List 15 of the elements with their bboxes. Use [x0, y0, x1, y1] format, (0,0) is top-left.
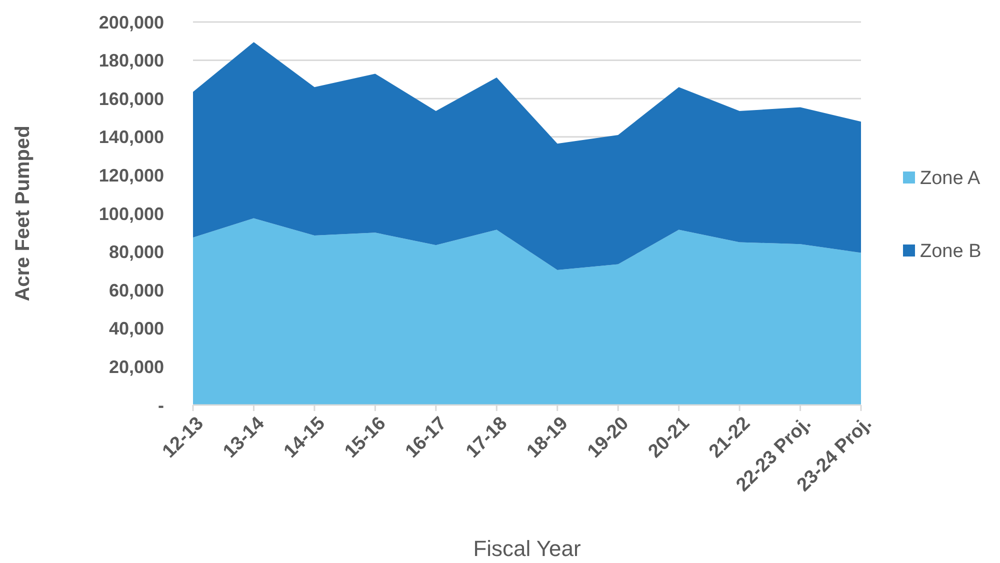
y-tick-label: 80,000 — [108, 242, 164, 262]
legend-label: Zone B — [920, 241, 982, 262]
y-tick-label: 120,000 — [98, 166, 164, 186]
y-tick-label: 40,000 — [108, 318, 164, 339]
y-tick-label: 100,000 — [98, 204, 164, 224]
x-axis-title: Fiscal Year — [473, 536, 581, 561]
y-tick-label: 200,000 — [98, 12, 164, 32]
y-tick-label: 180,000 — [98, 50, 164, 71]
y-tick-label: 60,000 — [108, 280, 164, 300]
y-tick-label: 140,000 — [98, 127, 164, 148]
y-tick-label: - — [158, 395, 164, 416]
y-axis-title: Acre Feet Pumped — [12, 126, 34, 302]
y-tick-label: 20,000 — [108, 357, 164, 377]
legend-label: Zone A — [920, 168, 981, 190]
y-tick-label: 160,000 — [98, 88, 164, 109]
